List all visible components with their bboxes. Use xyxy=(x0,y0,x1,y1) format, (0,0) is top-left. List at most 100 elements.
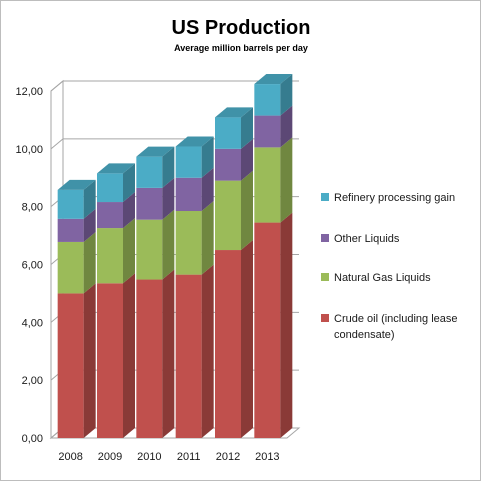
bar-front xyxy=(136,219,163,280)
bar-side xyxy=(201,167,214,212)
x-tick-label: 2012 xyxy=(216,451,240,463)
bar-front xyxy=(175,146,202,178)
bar-segment xyxy=(97,192,135,229)
bar-segment xyxy=(215,138,253,181)
bar-front xyxy=(215,250,241,438)
bar-front xyxy=(175,211,202,275)
legend-label: condensate) xyxy=(334,329,395,341)
bar-segment xyxy=(254,105,293,148)
bar-top xyxy=(136,146,175,157)
bar-front xyxy=(57,189,84,219)
gridline xyxy=(50,80,299,92)
bar-front xyxy=(136,156,163,188)
bar-front xyxy=(254,115,281,148)
bar-side xyxy=(123,273,135,438)
bar-segment xyxy=(57,179,96,219)
bar-top xyxy=(254,74,293,85)
bar-front xyxy=(97,173,123,203)
bar-front xyxy=(136,187,163,220)
bar-side xyxy=(162,146,175,188)
bar-front xyxy=(97,228,123,284)
legend-label: Refinery processing gain xyxy=(334,192,455,204)
legend: Refinery processing gain Other Liquids Nat… xyxy=(321,192,458,341)
bar-side xyxy=(123,192,135,229)
bar-segment xyxy=(57,283,96,438)
bar-front xyxy=(57,218,84,242)
legend-item: Natural Gas Liquids xyxy=(321,272,431,284)
bar-segment xyxy=(97,218,135,284)
bar-top xyxy=(175,136,214,147)
x-tick-label: 2008 xyxy=(58,451,82,463)
bar-front xyxy=(254,147,281,223)
bar-side xyxy=(280,74,293,116)
bar-group xyxy=(57,74,293,438)
bar-segment xyxy=(254,212,293,438)
bar-side xyxy=(162,209,175,280)
legend-swatch xyxy=(321,273,329,281)
bar-top xyxy=(215,107,253,118)
bar-front xyxy=(97,283,123,438)
bar-side xyxy=(280,212,293,438)
y-axis-ticks: 0,00 2,00 4,00 6,00 8,00 10,00 12,00 xyxy=(15,86,43,445)
y-tick-label: 0,00 xyxy=(22,433,43,445)
bar-side xyxy=(280,105,293,148)
bar-side xyxy=(241,107,253,149)
legend-item: Crude oil (including lease condensate) xyxy=(321,313,458,341)
bar-top xyxy=(57,179,96,190)
bar-segment xyxy=(97,163,135,203)
bar-segment xyxy=(136,146,175,188)
chart-subtitle: Average million barrels per day xyxy=(174,43,308,53)
x-tick-label: 2011 xyxy=(177,451,201,463)
bar-segment xyxy=(97,273,135,438)
bar-segment xyxy=(175,264,214,438)
y-tick-label: 2,00 xyxy=(22,375,43,387)
bar-segment xyxy=(215,240,253,438)
y-tick-label: 6,00 xyxy=(22,260,43,272)
bar-segment xyxy=(254,137,293,223)
bar-segment xyxy=(136,269,175,438)
legend-item: Refinery processing gain xyxy=(321,192,455,204)
bar-side xyxy=(280,137,293,223)
legend-swatch xyxy=(321,234,329,242)
bar-side xyxy=(162,177,175,220)
bar-side xyxy=(123,218,135,284)
bar-side xyxy=(201,136,214,178)
bar-side xyxy=(241,138,253,181)
bar-segment xyxy=(175,136,214,178)
bar-front xyxy=(97,202,123,229)
legend-label: Crude oil (including lease xyxy=(334,313,458,325)
bar-front xyxy=(57,293,84,438)
x-tick-label: 2009 xyxy=(98,451,122,463)
bar-front xyxy=(215,180,241,251)
bar-front xyxy=(136,279,163,438)
bar-side xyxy=(123,163,135,203)
y-tick-label: 8,00 xyxy=(22,202,43,214)
x-axis-ticks: 2008 2009 2010 2011 2012 2013 xyxy=(58,451,279,463)
bar-segment xyxy=(136,177,175,220)
y-tick-label: 12,00 xyxy=(15,86,43,98)
bar-segment xyxy=(254,74,293,116)
bar-segment xyxy=(215,107,253,149)
legend-swatch xyxy=(321,314,329,322)
bar-side xyxy=(201,201,214,275)
bar-front xyxy=(175,274,202,438)
legend-label: Other Liquids xyxy=(334,233,400,245)
bar-side xyxy=(162,269,175,438)
y-tick-label: 10,00 xyxy=(15,144,43,156)
bar-side xyxy=(241,240,253,438)
bar-segment xyxy=(215,170,253,251)
bar-front xyxy=(215,117,241,149)
legend-item: Other Liquids xyxy=(321,233,400,245)
bar-segment xyxy=(175,201,214,275)
bar-side xyxy=(83,231,96,294)
bar-segment xyxy=(57,208,96,242)
bar-side xyxy=(83,208,96,242)
bar-front xyxy=(254,222,281,438)
legend-swatch xyxy=(321,193,329,201)
bar-side xyxy=(201,264,214,438)
chart-title: US Production xyxy=(172,17,311,39)
bar-segment xyxy=(57,231,96,294)
bar-side xyxy=(83,283,96,438)
bar-front xyxy=(254,84,281,116)
